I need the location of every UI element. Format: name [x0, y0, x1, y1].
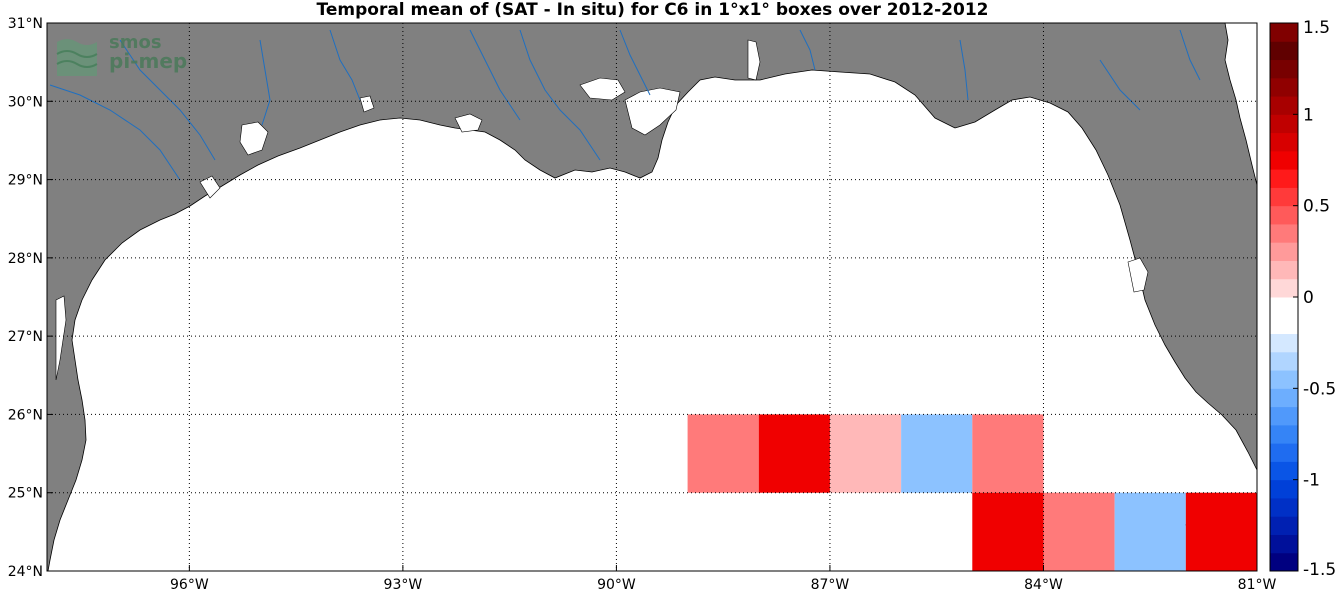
- data-box-2: [829, 414, 902, 493]
- data-box-8: [1185, 492, 1257, 571]
- lon-tick-label-4: 84°W: [1024, 577, 1063, 592]
- lon-tick-label-0: 96°W: [170, 577, 209, 592]
- lat-tick-label-5: 29°N: [8, 173, 43, 189]
- lat-tick-label-4: 28°N: [8, 251, 43, 267]
- lake-pontchartrain: [579, 77, 626, 101]
- longitude-ticks: 96°W 93°W 90°W 87°W 84°W 81°W: [170, 565, 1276, 592]
- colorbar-segment-29: [1270, 23, 1298, 42]
- colorbar-ticks: 1.5 1 0.5 0 -0.5 -1 -1.5: [1293, 18, 1336, 580]
- data-box-1: [758, 414, 830, 493]
- colorbar-segment-21: [1270, 169, 1298, 188]
- colorbar-segment-12: [1270, 333, 1298, 353]
- map-frame: [46, 22, 1258, 572]
- rivers: [49, 29, 1201, 181]
- colorbar-segment-6: [1270, 443, 1298, 462]
- lon-tick-label-1: 93°W: [384, 577, 423, 592]
- colorbar-tick-label-3: 0: [1303, 288, 1314, 308]
- colorbar-segment-18: [1270, 223, 1298, 243]
- data-box-4: [972, 414, 1044, 493]
- lon-tick-label-5: 81°W: [1238, 577, 1277, 592]
- lat-tick-label-0: 24°N: [8, 564, 43, 580]
- colorbar-segment-25: [1270, 96, 1298, 115]
- colorbar-segment-16: [1270, 260, 1298, 280]
- lat-tick-label-7: 31°N: [8, 16, 43, 32]
- lat-tick-label-6: 30°N: [8, 94, 43, 110]
- data-boxes: [687, 414, 1257, 571]
- bay-opening: [624, 87, 681, 136]
- lat-tick-label-3: 27°N: [8, 329, 43, 345]
- colorbar-tick-label-4: -0.5: [1303, 379, 1336, 399]
- colorbar-segment-22: [1270, 150, 1298, 170]
- data-box-7: [1114, 492, 1186, 571]
- smos-pimep-logo: smos pi-mep: [55, 32, 195, 80]
- colorbar-segment-13: [1270, 315, 1298, 335]
- colorbar-segment-0: [1270, 552, 1298, 572]
- tampa-bay: [1127, 257, 1149, 293]
- colorbar-segment-27: [1270, 59, 1298, 79]
- colorbar-segment-5: [1270, 461, 1298, 481]
- colorbar-tick-label-0: 1.5: [1303, 18, 1330, 38]
- colorbar-segment-24: [1270, 114, 1298, 134]
- laguna-madre: [55, 295, 67, 381]
- colorbar-segment-17: [1270, 242, 1298, 261]
- colorbar-segment-20: [1270, 187, 1298, 207]
- data-box-0: [687, 414, 759, 493]
- data-box-3: [901, 414, 973, 493]
- lake-marsh: [454, 113, 483, 133]
- data-box-5: [972, 492, 1044, 571]
- colorbar-segment-8: [1270, 406, 1298, 426]
- lat-tick-label-1: 25°N: [8, 486, 43, 502]
- data-box-6: [1043, 492, 1115, 571]
- colorbar-tick-label-5: -1: [1303, 471, 1320, 491]
- colorbar-segment-1: [1270, 534, 1298, 554]
- colorbar-segment-26: [1270, 77, 1298, 97]
- colorbar-segment-10: [1270, 370, 1298, 389]
- lake-calcasieu: [359, 95, 375, 113]
- colorbar-segment-7: [1270, 424, 1298, 444]
- lon-tick-label-3: 87°W: [811, 577, 850, 592]
- colorbar-tick-label-1: 1: [1303, 105, 1314, 125]
- colorbar-segment-14: [1270, 297, 1298, 316]
- latitude-ticks: 24°N 25°N 26°N 27°N 28°N 29°N 30°N 31°N: [8, 16, 53, 580]
- colorbar-segment-4: [1270, 479, 1298, 499]
- colorbar: [1269, 22, 1299, 572]
- colorbar-tick-label-6: -1.5: [1303, 560, 1336, 580]
- lon-tick-label-2: 90°W: [597, 577, 636, 592]
- colorbar-segment-3: [1270, 497, 1298, 517]
- colorbar-segment-2: [1270, 516, 1298, 535]
- colorbar-segment-28: [1270, 41, 1298, 61]
- lat-tick-label-2: 26°N: [8, 407, 43, 423]
- land-mass: [47, 23, 1257, 571]
- colorbar-segment-19: [1270, 205, 1298, 225]
- colorbar-segment-23: [1270, 132, 1298, 152]
- grid-lines: [47, 23, 1257, 571]
- chart-title: Temporal mean of (SAT - In situ) for C6 …: [316, 0, 989, 20]
- logo-line2: pi-mep: [109, 49, 188, 73]
- colorbar-segment-11: [1270, 351, 1298, 371]
- colorbar-segment-15: [1270, 278, 1298, 298]
- galveston-bay: [199, 175, 221, 199]
- mobile-bay: [747, 39, 761, 81]
- colorbar-tick-label-2: 0.5: [1303, 197, 1330, 217]
- logo-line1: smos: [109, 32, 162, 53]
- colorbar-segment-9: [1270, 388, 1298, 408]
- logo-waves-icon: [56, 39, 98, 76]
- lake-sabine: [239, 121, 269, 156]
